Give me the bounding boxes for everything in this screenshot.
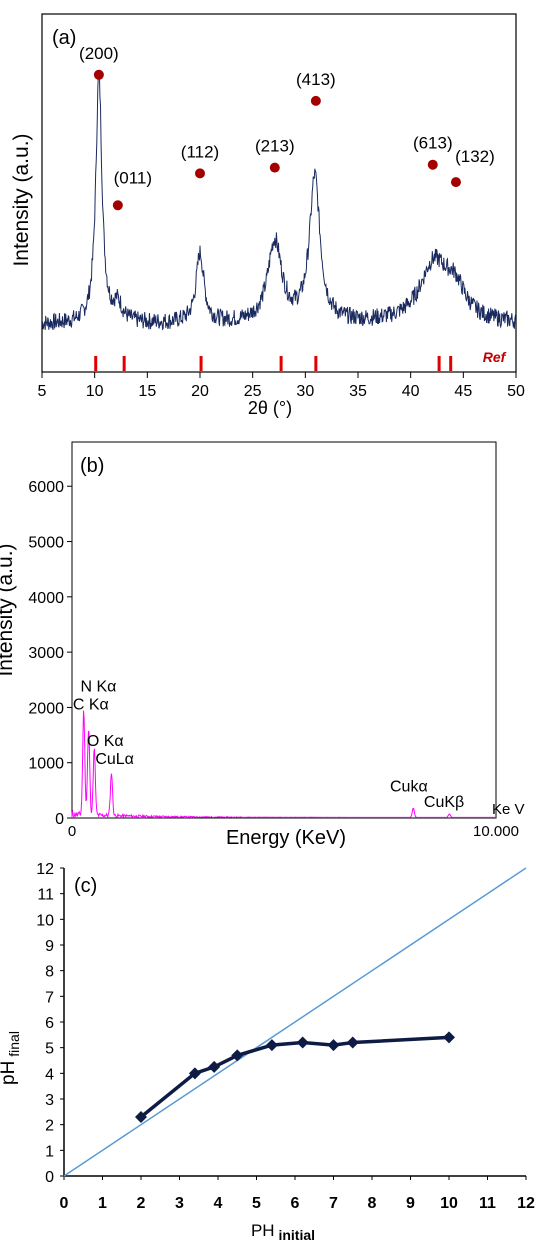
y-label-subscript: final <box>6 1031 22 1061</box>
panel-c-x-label: PH initial <box>251 1221 315 1243</box>
eds-spectrum-line <box>71 710 496 819</box>
ph-data-point <box>346 1036 359 1049</box>
panel-a-label: (a) <box>52 27 76 49</box>
x-tick-label: 7 <box>329 1195 338 1212</box>
panel-b-eds: (b) Intensity (a.u.) Energy (KeV) Ke V 0… <box>0 441 525 849</box>
peak-label: (213) <box>255 137 295 156</box>
y-tick-label: 4000 <box>28 590 64 607</box>
x-tick-label: 6 <box>291 1195 300 1212</box>
x-tick-label: 10 <box>86 383 104 400</box>
y-tick-label: 3000 <box>28 645 64 662</box>
peak-label: (200) <box>79 44 119 63</box>
y-tick-label: 5 <box>45 1041 54 1058</box>
peak-label: (132) <box>455 147 495 166</box>
y-tick-label: 1 <box>45 1143 54 1160</box>
y-tick-label: 5000 <box>28 535 64 552</box>
panel-b-frame <box>71 441 497 819</box>
x-tick-label: 8 <box>368 1195 377 1212</box>
x-tick-label: 40 <box>402 383 420 400</box>
peak-marker <box>195 168 205 179</box>
x-tick-label: 5 <box>38 383 47 400</box>
y-tick-label: 11 <box>37 887 54 904</box>
y-tick-label: 0 <box>55 811 64 828</box>
panel-a-frame <box>41 13 517 373</box>
panel-a-ref-label: Ref <box>483 349 507 365</box>
x-tick-label: 4 <box>214 1195 223 1212</box>
element-annotation: C Kα <box>73 697 109 714</box>
ph-data-point <box>208 1060 221 1073</box>
ph-data-point <box>231 1049 244 1062</box>
y-tick-label: 9 <box>45 938 54 955</box>
y-tick-label: 8 <box>45 964 54 981</box>
xrd-pattern-line <box>41 69 517 331</box>
panel-c-y-label: pH final <box>0 1031 22 1085</box>
y-tick-label: 12 <box>36 861 54 878</box>
peak-label: (011) <box>114 168 152 187</box>
panel-c-label: (c) <box>74 875 97 897</box>
y-tick-label: 6 <box>45 1015 54 1032</box>
x-tick-label: 20 <box>191 383 209 400</box>
peak-label: (112) <box>181 142 219 161</box>
x-tick-label: 10.000 <box>473 823 519 840</box>
ph-data-point <box>135 1110 147 1123</box>
y-tick-label: 7 <box>45 989 54 1006</box>
peak-marker <box>93 69 104 80</box>
reference-diagonal-line <box>63 867 527 1177</box>
x-tick-label: 2 <box>137 1195 146 1212</box>
peak-marker <box>450 177 461 188</box>
element-annotation: Cukα <box>390 778 428 795</box>
panel-a-x-label: 2θ (°) <box>248 398 292 418</box>
peak-marker <box>269 162 280 173</box>
panel-b-label: (b) <box>80 455 104 477</box>
x-tick-label: 0 <box>68 823 76 840</box>
panel-c-ph: (c) pH final PH initial 0123456789101112… <box>0 861 535 1243</box>
ph-series-line <box>139 1035 450 1119</box>
element-annotation: CuKβ <box>424 794 464 811</box>
x-tick-label: 25 <box>244 383 262 400</box>
y-tick-label: 1000 <box>28 756 64 773</box>
y-tick-label: 3 <box>45 1092 54 1109</box>
y-tick-label: 2 <box>45 1118 54 1135</box>
x-tick-label: 30 <box>296 383 314 400</box>
element-annotation: N Kα <box>80 678 116 695</box>
y-tick-label: 0 <box>45 1169 54 1186</box>
panel-a-y-label: Intensity (a.u.) <box>10 133 33 266</box>
y-label-main: pH <box>0 1061 19 1085</box>
panel-b-y-label: Intensity (a.u.) <box>0 543 17 676</box>
element-annotation: CuLα <box>95 751 134 768</box>
y-tick-label: 10 <box>36 912 54 929</box>
peak-label: (413) <box>296 70 336 89</box>
x-tick-label: 1 <box>98 1195 107 1212</box>
peak-marker <box>112 200 123 211</box>
x-tick-label: 35 <box>349 383 367 400</box>
ph-data-point <box>327 1039 340 1052</box>
y-tick-label: 2000 <box>28 700 64 717</box>
peak-marker <box>310 95 321 106</box>
ph-data-point <box>265 1039 278 1052</box>
y-tick-label: 4 <box>45 1066 54 1083</box>
y-tick-label: 6000 <box>28 479 64 496</box>
element-annotation: O Kα <box>87 733 124 750</box>
x-tick-label: 50 <box>507 383 525 400</box>
peak-marker <box>427 159 438 170</box>
x-tick-label: 45 <box>454 383 472 400</box>
x-tick-label: 12 <box>517 1195 535 1212</box>
panel-a-xrd: (a) Intensity (a.u.) 2θ (°) Ref (200) (01… <box>10 13 525 418</box>
x-label-subscript: initial <box>275 1227 315 1243</box>
x-tick-label: 10 <box>440 1195 458 1212</box>
panel-b-x-label: Energy (KeV) <box>226 827 346 849</box>
x-tick-label: 11 <box>479 1195 496 1212</box>
x-tick-label: 15 <box>138 383 156 400</box>
ph-data-point <box>188 1067 201 1080</box>
x-tick-label: 9 <box>406 1195 415 1212</box>
x-tick-label: 3 <box>175 1195 184 1212</box>
ph-data-point <box>443 1031 455 1044</box>
panel-b-unit-label: Ke V <box>492 801 525 818</box>
x-label-main: PH <box>251 1221 275 1240</box>
ph-data-point <box>296 1036 309 1049</box>
x-tick-label: 0 <box>60 1195 69 1212</box>
x-tick-label: 5 <box>252 1195 261 1212</box>
peak-label: (613) <box>413 134 453 153</box>
